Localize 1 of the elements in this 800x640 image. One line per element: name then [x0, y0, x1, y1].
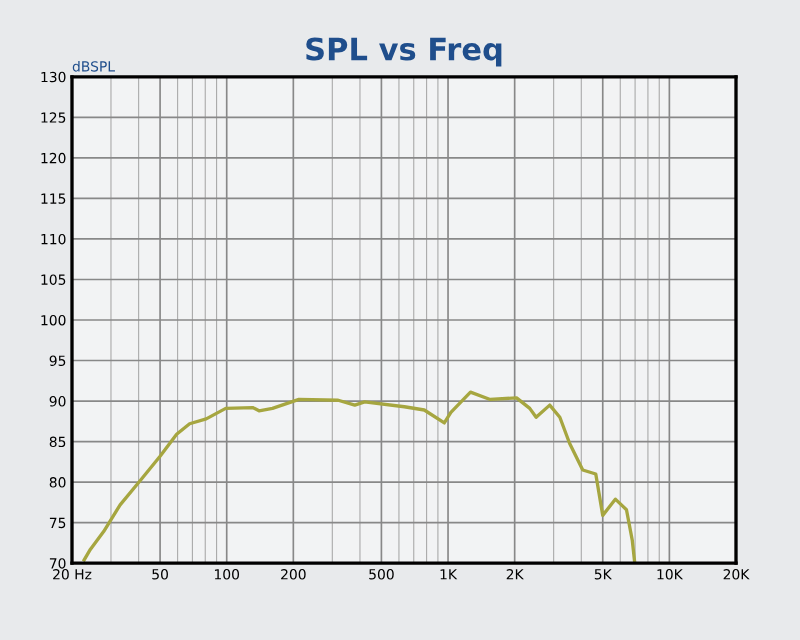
- chart-title: SPL vs Freq: [306, 37, 502, 67]
